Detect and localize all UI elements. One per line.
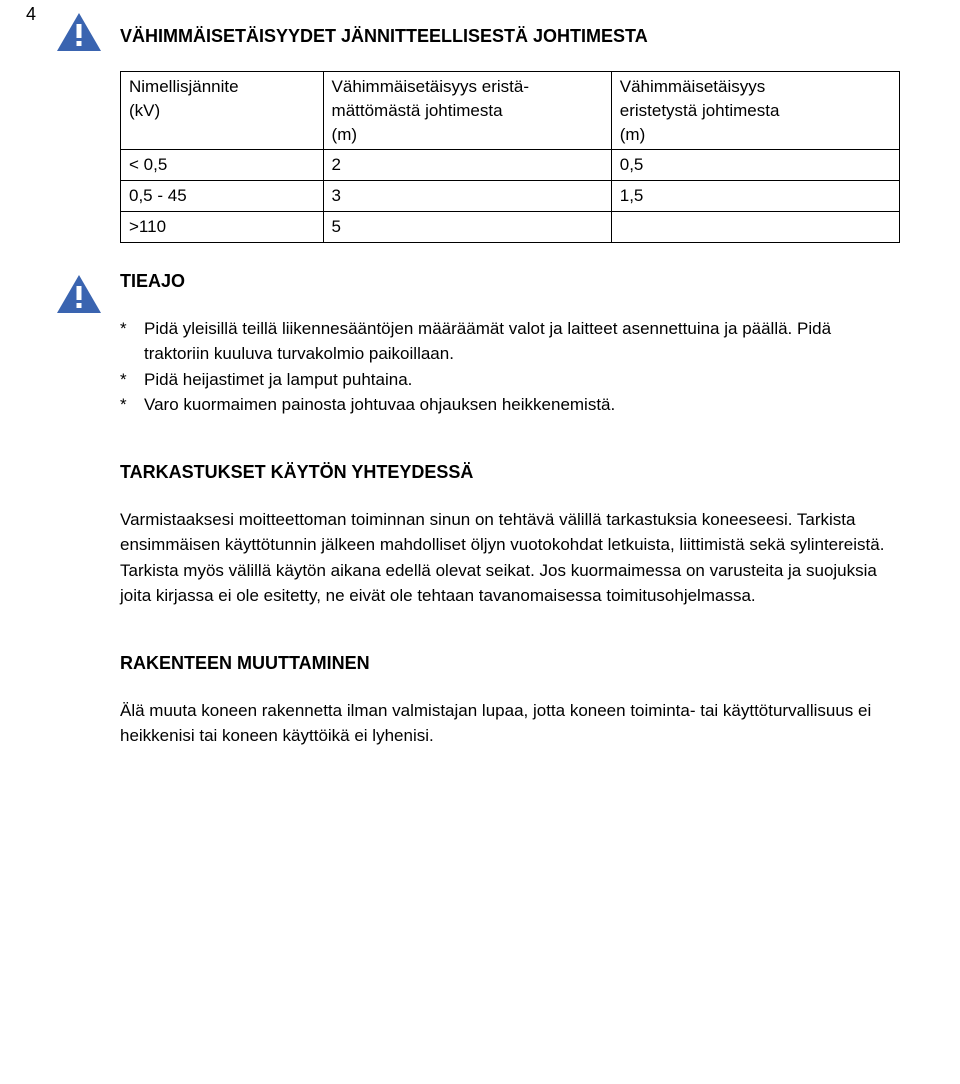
section-rakenne: RAKENTEEN MUUTTAMINEN Älä muuta koneen r…	[120, 653, 900, 749]
table-cell: 0,5	[611, 150, 899, 181]
heading-main: VÄHIMMÄISETÄISYYDET JÄNNITTEELLISESTÄ JO…	[120, 26, 900, 47]
cell-line: Vähimmäisetäisyys	[620, 77, 766, 96]
table-cell: 2	[323, 150, 611, 181]
warning-icon	[56, 274, 102, 314]
table-cell: >110	[121, 211, 324, 242]
bullet-text: Pidä yleisillä teillä liikennesääntöjen …	[144, 319, 831, 364]
bullet-list: * Pidä yleisillä teillä liikennesääntöje…	[120, 316, 900, 418]
cell-line: Vähimmäisetäisyys eristä-	[332, 77, 529, 96]
document-page: 4 VÄHIMMÄISETÄISYYDET JÄNNITTEELLISESTÄ …	[0, 0, 960, 813]
list-item: * Pidä yleisillä teillä liikennesääntöje…	[120, 316, 900, 367]
bullet-text: Varo kuormaimen painosta johtuvaa ohjauk…	[144, 395, 615, 414]
table-header-cell: Vähimmäisetäisyys eristetystä johtimesta…	[611, 72, 899, 150]
table-row: < 0,5 2 0,5	[121, 150, 900, 181]
table-cell: 0,5 - 45	[121, 181, 324, 212]
bullet-marker: *	[120, 392, 127, 418]
cell-line: eristetystä johtimesta	[620, 101, 780, 120]
cell-line: (kV)	[129, 101, 160, 120]
bullet-text: Pidä heijastimet ja lamput puhtaina.	[144, 370, 412, 389]
cell-line: Nimellisjännite	[129, 77, 239, 96]
table-row: >110 5	[121, 211, 900, 242]
table-row: Nimellisjännite (kV) Vähimmäisetäisyys e…	[121, 72, 900, 150]
table-cell: 3	[323, 181, 611, 212]
cell-line: (m)	[620, 125, 645, 144]
content-column: VÄHIMMÄISETÄISYYDET JÄNNITTEELLISESTÄ JO…	[120, 26, 900, 749]
heading-rakenne: RAKENTEEN MUUTTAMINEN	[120, 653, 900, 674]
table-cell: 1,5	[611, 181, 899, 212]
paragraph: Älä muuta koneen rakennetta ilman valmis…	[120, 698, 900, 749]
table-row: 0,5 - 45 3 1,5	[121, 181, 900, 212]
heading-tieajo: TIEAJO	[120, 271, 900, 292]
table-cell: < 0,5	[121, 150, 324, 181]
warning-icon	[56, 12, 102, 52]
table-header-cell: Nimellisjännite (kV)	[121, 72, 324, 150]
bullet-marker: *	[120, 316, 127, 342]
cell-line: mättömästä johtimesta	[332, 101, 503, 120]
table-cell	[611, 211, 899, 242]
heading-tarkastukset: TARKASTUKSET KÄYTÖN YHTEYDESSÄ	[120, 462, 900, 483]
paragraph: Varmistaaksesi moitteettoman toiminnan s…	[120, 507, 900, 609]
page-number: 4	[26, 4, 36, 25]
list-item: * Varo kuormaimen painosta johtuvaa ohja…	[120, 392, 900, 418]
cell-line: (m)	[332, 125, 357, 144]
bullet-marker: *	[120, 367, 127, 393]
table-cell: 5	[323, 211, 611, 242]
distance-table: Nimellisjännite (kV) Vähimmäisetäisyys e…	[120, 71, 900, 243]
list-item: * Pidä heijastimet ja lamput puhtaina.	[120, 367, 900, 393]
section-tarkastukset: TARKASTUKSET KÄYTÖN YHTEYDESSÄ Varmistaa…	[120, 462, 900, 609]
table-header-cell: Vähimmäisetäisyys eristä- mättömästä joh…	[323, 72, 611, 150]
